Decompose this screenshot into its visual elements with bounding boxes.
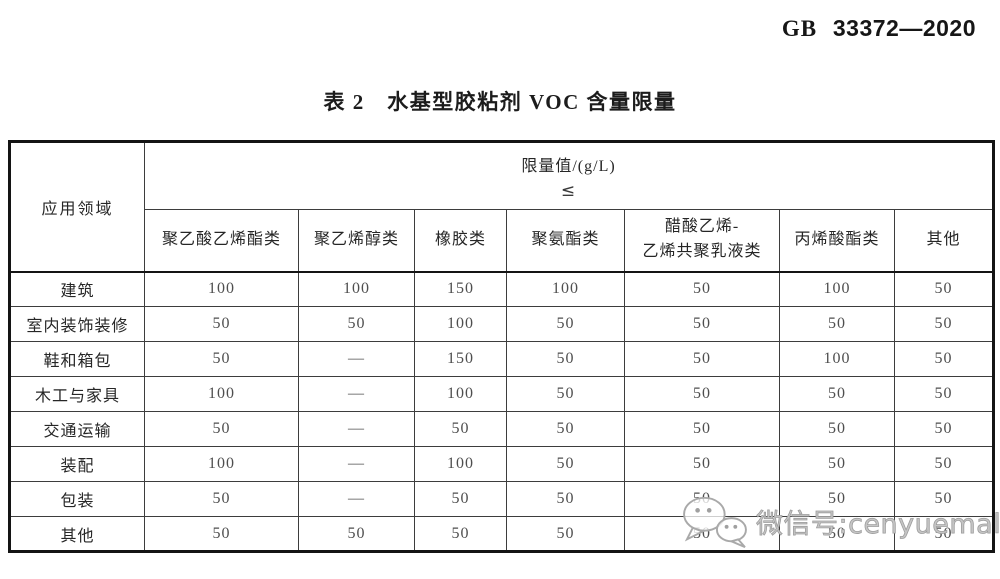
less-than-or-equal-symbol: ≤ — [560, 180, 577, 201]
value-cell: 50 — [624, 376, 780, 412]
value-cell: 50 — [144, 411, 299, 447]
column-header-vae: 醋酸乙烯- 乙烯共聚乳液类 — [624, 209, 780, 273]
value-cell: 150 — [414, 271, 507, 307]
value-cell: — — [298, 481, 415, 517]
value-cell: 100 — [414, 306, 507, 342]
value-cell: 50 — [506, 341, 625, 377]
row-label: 交通运输 — [9, 411, 145, 447]
value-cell: — — [298, 411, 415, 447]
table-row: 装配 100 — 100 50 50 50 50 — [9, 446, 995, 482]
value-cell: 50 — [624, 271, 780, 307]
table-row: 包装 50 — 50 50 50 50 50 — [9, 481, 995, 517]
value-cell: 50 — [624, 481, 780, 517]
value-cell: 50 — [893, 341, 995, 377]
value-cell: 50 — [624, 341, 780, 377]
value-cell: 50 — [144, 516, 299, 552]
column-header-vae-line1: 醋酸乙烯- — [664, 218, 740, 236]
value-cell: — — [298, 376, 415, 412]
value-cell: 50 — [779, 306, 895, 342]
table-row: 建筑 100 100 150 100 50 100 50 — [9, 271, 995, 307]
value-cell: 50 — [779, 481, 895, 517]
table-row: 室内装饰装修 50 50 100 50 50 50 50 — [9, 306, 995, 342]
value-cell: 50 — [893, 411, 995, 447]
value-cell: 50 — [414, 516, 507, 552]
row-label: 其他 — [9, 516, 145, 552]
column-header-pvac: 聚乙酸乙烯酯类 — [144, 209, 299, 273]
value-cell: 50 — [414, 411, 507, 447]
value-cell: 50 — [893, 306, 995, 342]
value-cell: 100 — [144, 271, 299, 307]
value-cell: 50 — [893, 376, 995, 412]
table-row: 鞋和箱包 50 — 150 50 50 100 50 — [9, 341, 995, 377]
value-cell: 50 — [624, 411, 780, 447]
column-header-polyurethane: 聚氨酯类 — [506, 209, 625, 273]
value-cell: 50 — [144, 306, 299, 342]
row-label: 装配 — [9, 446, 145, 482]
value-cell: 50 — [779, 376, 895, 412]
table-row: 其他 50 50 50 50 50 50 50 — [9, 516, 995, 552]
value-cell: 50 — [506, 516, 625, 552]
value-cell: 50 — [779, 516, 895, 552]
column-header-pva: 聚乙烯醇类 — [298, 209, 415, 273]
value-cell: 50 — [506, 306, 625, 342]
table-title: 表 2 水基型胶粘剂 VOC 含量限量 — [323, 90, 677, 114]
value-cell: 50 — [506, 481, 625, 517]
limit-value-label: 限量值/(g/L) — [521, 157, 616, 175]
value-cell: 50 — [144, 341, 299, 377]
row-label: 鞋和箱包 — [9, 341, 145, 377]
doc-number: GB 33372—2020 — [782, 15, 976, 42]
value-cell: 50 — [506, 446, 625, 482]
row-label: 室内装饰装修 — [9, 306, 145, 342]
value-cell: 50 — [779, 446, 895, 482]
value-cell: 50 — [624, 446, 780, 482]
value-cell: 50 — [779, 411, 895, 447]
value-cell: 50 — [414, 481, 507, 517]
row-label: 包装 — [9, 481, 145, 517]
value-cell: 150 — [414, 341, 507, 377]
doc-number-value: 33372—2020 — [832, 15, 976, 41]
value-cell: 50 — [144, 481, 299, 517]
value-cell: 50 — [298, 306, 415, 342]
value-cell: 100 — [414, 446, 507, 482]
value-cell: 100 — [779, 341, 895, 377]
value-cell: — — [298, 341, 415, 377]
value-cell: 100 — [144, 446, 299, 482]
value-cell: 100 — [506, 271, 625, 307]
value-cell: 100 — [144, 376, 299, 412]
value-cell: 50 — [506, 411, 625, 447]
row-label: 木工与家具 — [9, 376, 145, 412]
value-cell: 50 — [893, 516, 995, 552]
value-cell: 100 — [414, 376, 507, 412]
value-cell: 50 — [624, 306, 780, 342]
value-cell: 50 — [893, 446, 995, 482]
corner-header-application-field: 应用领域 — [9, 141, 145, 273]
column-header-rubber: 橡胶类 — [414, 209, 507, 273]
doc-number-prefix: GB — [781, 16, 818, 41]
row-label: 建筑 — [9, 271, 145, 307]
table-row: 木工与家具 100 — 100 50 50 50 50 — [9, 376, 995, 412]
value-cell: 100 — [779, 271, 895, 307]
value-cell: — — [298, 446, 415, 482]
column-header-acrylate: 丙烯酸酯类 — [779, 209, 895, 273]
value-cell: 50 — [298, 516, 415, 552]
column-header-other: 其他 — [893, 209, 995, 273]
limit-value-header: 限量值/(g/L) ≤ — [143, 141, 995, 210]
value-cell: 50 — [624, 516, 780, 552]
table-row: 交通运输 50 — 50 50 50 50 50 — [9, 411, 995, 447]
value-cell: 100 — [298, 271, 415, 307]
value-cell: 50 — [893, 271, 995, 307]
value-cell: 50 — [506, 376, 625, 412]
column-header-vae-line2: 乙烯共聚乳液类 — [642, 243, 762, 261]
value-cell: 50 — [893, 481, 995, 517]
voc-limit-table: 应用领域 限量值/(g/L) ≤ 聚乙酸乙烯酯类 聚乙烯醇类 橡胶类 聚氨酯类 … — [8, 140, 996, 553]
